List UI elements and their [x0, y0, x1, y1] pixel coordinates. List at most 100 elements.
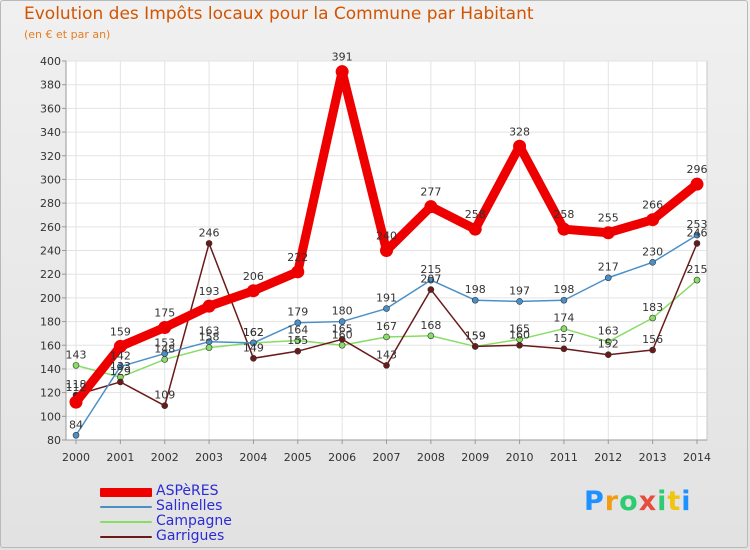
data-label: 160: [509, 328, 530, 341]
data-label: 222: [287, 251, 308, 264]
data-label: 240: [376, 230, 397, 243]
data-point: [294, 337, 302, 344]
x-tick-label: 2013: [639, 451, 667, 464]
data-point: [513, 139, 527, 153]
data-point: [427, 332, 435, 340]
y-tick-label: 320: [40, 150, 61, 163]
legend-label: Campagne: [156, 513, 232, 529]
data-point: [690, 177, 704, 191]
x-tick-label: 2002: [151, 451, 179, 464]
x-tick-label: 2006: [328, 451, 356, 464]
data-label: 159: [110, 325, 131, 338]
data-point: [205, 344, 213, 351]
legend-item: ASPèRES: [100, 483, 300, 499]
data-label: 391: [332, 51, 353, 64]
data-label: 191: [376, 292, 397, 305]
y-tick-label: 280: [40, 197, 61, 210]
data-label: 164: [287, 324, 308, 337]
x-tick-label: 2004: [239, 451, 267, 464]
legend-item: Salinelles: [100, 498, 300, 514]
legend-swatch: [100, 521, 152, 523]
data-point: [338, 318, 346, 325]
data-point: [117, 378, 124, 386]
data-label: 153: [154, 337, 175, 350]
data-label: 165: [332, 322, 353, 335]
data-point: [468, 222, 482, 236]
legend: ASPèRES Salinelles Campagne Garrigues: [100, 483, 300, 544]
proxiti-logo: Proxiti: [584, 486, 692, 517]
legend-swatch: [100, 536, 152, 538]
data-point: [516, 341, 523, 349]
y-tick-label: 300: [40, 173, 61, 186]
data-point: [338, 341, 346, 349]
data-point: [471, 296, 479, 304]
x-tick-label: 2014: [683, 451, 711, 464]
data-point: [383, 333, 390, 341]
data-point: [113, 339, 127, 353]
logo-letter: t: [667, 486, 682, 517]
data-label: 160: [332, 328, 353, 341]
x-tick-label: 2007: [373, 451, 401, 464]
data-point: [338, 336, 346, 343]
data-label: 143: [66, 348, 87, 361]
data-point: [69, 395, 83, 409]
x-tick-label: 2012: [594, 451, 622, 464]
data-point: [601, 226, 615, 240]
legend-item: Garrigues: [100, 528, 300, 544]
data-label: 258: [553, 208, 574, 221]
data-label: 277: [420, 186, 441, 199]
data-label: 206: [243, 270, 264, 283]
y-tick-label: 380: [40, 79, 61, 92]
data-label: 246: [199, 226, 220, 239]
data-label: 215: [420, 263, 441, 276]
x-tick-label: 2001: [106, 451, 134, 464]
y-tick-label: 220: [40, 268, 61, 281]
data-label: 163: [199, 325, 220, 338]
data-point: [205, 338, 213, 345]
data-label: 217: [598, 261, 619, 274]
data-label: 159: [465, 329, 486, 342]
data-label: 129: [110, 365, 131, 378]
data-point: [604, 338, 612, 345]
data-point: [158, 320, 172, 334]
legend-item: Campagne: [100, 513, 300, 529]
data-label: 152: [598, 338, 619, 351]
x-tick-label: 2011: [550, 451, 578, 464]
x-tick-label: 2003: [195, 451, 223, 464]
data-label: 197: [509, 284, 530, 297]
data-label: 159: [465, 329, 486, 342]
data-point: [72, 431, 80, 439]
logo-letter: r: [604, 486, 620, 517]
data-point: [294, 347, 302, 355]
data-label: 84: [69, 418, 83, 431]
data-label: 179: [287, 306, 308, 319]
chart-subtitle: (en € et par an): [24, 28, 111, 41]
data-point: [516, 298, 523, 305]
data-label: 168: [420, 319, 441, 332]
x-tick-label: 2009: [461, 451, 489, 464]
legend-label: Garrigues: [156, 528, 225, 544]
data-label: 165: [509, 322, 530, 335]
data-label: 149: [243, 341, 264, 354]
y-tick-label: 260: [40, 221, 61, 234]
data-label: 230: [642, 245, 663, 258]
data-point: [604, 351, 612, 359]
data-point: [560, 296, 568, 304]
y-tick-label: 120: [40, 387, 61, 400]
data-label: 157: [553, 332, 574, 345]
axis-layer: 80 100 120 140 160 180 200 220 240 260 280 300 320 34…: [40, 55, 711, 464]
data-point: [693, 240, 701, 247]
data-label: 193: [199, 285, 220, 298]
y-tick-label: 240: [40, 245, 61, 258]
data-label: 163: [598, 325, 619, 338]
data-point: [250, 354, 257, 362]
logo-letter: i: [681, 486, 692, 517]
data-label: 266: [642, 199, 663, 212]
data-point: [380, 244, 393, 257]
y-tick-label: 180: [40, 316, 61, 329]
logo-letter: x: [638, 486, 658, 517]
data-point: [294, 319, 302, 327]
data-label: 133: [110, 360, 131, 373]
